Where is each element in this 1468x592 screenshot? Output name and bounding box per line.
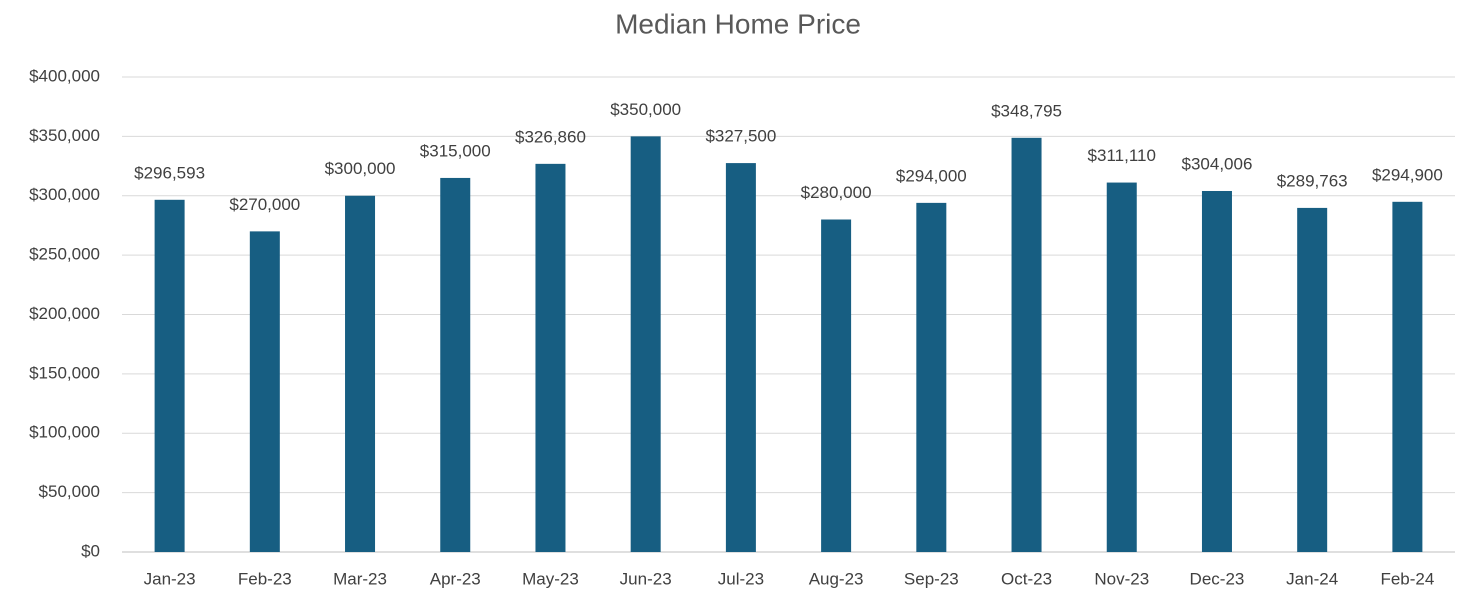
bar bbox=[1011, 137, 1042, 552]
bar bbox=[725, 163, 756, 552]
bar bbox=[440, 177, 471, 552]
y-tick-label: $250,000 bbox=[29, 245, 100, 264]
data-label: $311,110 bbox=[1088, 146, 1156, 165]
bar bbox=[916, 202, 947, 552]
x-tick-label: Dec-23 bbox=[1190, 569, 1245, 588]
chart-title: Median Home Price bbox=[615, 8, 861, 39]
bar bbox=[1106, 182, 1137, 552]
x-tick-label: Oct-23 bbox=[1001, 569, 1052, 588]
data-label: $350,000 bbox=[610, 100, 681, 119]
data-label: $294,000 bbox=[896, 166, 967, 185]
x-tick-label: Jan-24 bbox=[1286, 569, 1338, 588]
bar bbox=[1297, 207, 1328, 552]
y-tick-label: $350,000 bbox=[29, 126, 100, 145]
x-tick-label: Feb-23 bbox=[238, 569, 292, 588]
x-tick-label: Sep-23 bbox=[904, 569, 959, 588]
data-label: $327,500 bbox=[705, 127, 776, 146]
data-label: $348,795 bbox=[991, 101, 1062, 120]
data-label: $300,000 bbox=[325, 159, 396, 178]
x-tick-label: Nov-23 bbox=[1094, 569, 1149, 588]
y-tick-label: $50,000 bbox=[39, 482, 100, 501]
x-tick-label: Feb-24 bbox=[1380, 569, 1434, 588]
x-tick-label: Aug-23 bbox=[809, 569, 864, 588]
y-tick-label: $100,000 bbox=[29, 423, 100, 442]
y-tick-label: $150,000 bbox=[29, 363, 100, 382]
y-tick-label: $0 bbox=[81, 541, 100, 560]
bar bbox=[821, 219, 852, 552]
x-tick-label: Jan-23 bbox=[144, 569, 196, 588]
bar bbox=[345, 195, 376, 552]
data-label: $315,000 bbox=[420, 141, 491, 160]
data-label: $280,000 bbox=[801, 183, 872, 202]
bar bbox=[535, 163, 566, 552]
data-label: $270,000 bbox=[229, 195, 300, 214]
bar bbox=[630, 136, 661, 552]
data-label: $289,763 bbox=[1277, 171, 1348, 190]
y-tick-label: $200,000 bbox=[29, 304, 100, 323]
y-tick-label: $300,000 bbox=[29, 185, 100, 204]
data-label: $294,900 bbox=[1372, 165, 1443, 184]
y-tick-label: $400,000 bbox=[29, 66, 100, 85]
x-tick-label: Apr-23 bbox=[430, 569, 481, 588]
data-label: $304,006 bbox=[1182, 154, 1253, 173]
x-tick-label: Jul-23 bbox=[718, 569, 764, 588]
bar bbox=[249, 231, 280, 552]
bar bbox=[1201, 190, 1232, 553]
x-tick-label: Jun-23 bbox=[620, 569, 672, 588]
x-tick-label: Mar-23 bbox=[333, 569, 387, 588]
x-tick-label: May-23 bbox=[522, 569, 579, 588]
data-label: $326,860 bbox=[515, 127, 586, 146]
data-label: $296,593 bbox=[134, 163, 205, 182]
bar bbox=[154, 199, 185, 552]
bar bbox=[1392, 201, 1423, 552]
